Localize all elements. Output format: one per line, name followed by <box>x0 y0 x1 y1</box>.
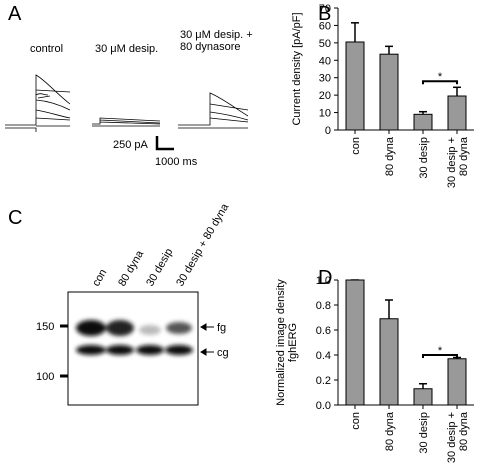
bar <box>379 318 399 406</box>
x-tick-label: 30 desip <box>418 412 430 454</box>
y-tick-label: 40 <box>319 55 331 67</box>
current-traces <box>5 74 249 151</box>
panel-letter: A <box>8 3 22 25</box>
y-tick-label: 30 <box>319 73 331 85</box>
lane-label: 80 dyna <box>116 248 146 289</box>
condition-label: control <box>30 43 63 55</box>
panel-letter: B <box>318 3 331 25</box>
panel-letter: C <box>8 207 22 229</box>
y-tick-label: 50 <box>319 38 331 50</box>
marker-tick <box>60 324 68 378</box>
x-tick-label: con <box>350 137 362 155</box>
x-tick-label: 80 dyna <box>384 136 396 176</box>
condition-label: 30 μM desip. <box>95 43 158 55</box>
x-tick-label: 80 dyna <box>384 411 396 451</box>
bar <box>413 113 433 131</box>
annotation: * <box>438 345 443 357</box>
y-axis-title: Current density [pA/pF] <box>291 12 303 125</box>
scale-label: 1000 ms <box>155 156 198 168</box>
condition-label: 30 μM desip. +80 dynasore <box>180 29 253 53</box>
bar <box>447 95 467 131</box>
marker-label: 150 <box>36 321 54 333</box>
bar <box>379 53 399 131</box>
x-tick-label: 30 desip +80 dyna <box>446 411 470 463</box>
bar <box>447 358 467 406</box>
y-tick-label: 0.2 <box>316 375 331 387</box>
x-tick-label: 30 desip +80 dyna <box>446 136 470 188</box>
y-tick-label: 20 <box>319 90 331 102</box>
lane-label: 30 desip <box>144 246 175 288</box>
bar <box>345 41 365 131</box>
scale-label: 250 pA <box>113 139 149 151</box>
y-tick-label: 10 <box>319 108 331 120</box>
significance-bracket <box>422 80 458 85</box>
y-tick-label: 60 <box>319 20 331 32</box>
x-tick-label: 30 desip <box>418 137 430 179</box>
blot-bands <box>76 320 193 355</box>
lane-label: 30 desip + 80 dyna <box>174 201 231 289</box>
y-tick-label: 1.0 <box>316 275 331 287</box>
band-arrows <box>200 323 214 356</box>
y-tick-label: 0.4 <box>316 350 331 362</box>
panel-letter: D <box>318 267 332 289</box>
x-tick-label: con <box>350 412 362 430</box>
y-tick-label: 0.6 <box>316 325 331 337</box>
band-label: cg <box>217 347 229 359</box>
y-tick-label: 0 <box>325 125 331 137</box>
y-tick-label: 0.0 <box>316 400 331 412</box>
bar <box>413 388 433 406</box>
marker-label: 100 <box>36 371 54 383</box>
annotation: * <box>438 71 443 83</box>
y-tick-label: 0.8 <box>316 300 331 312</box>
lane-label: con <box>90 267 109 288</box>
bar <box>345 279 365 406</box>
y-axis-title: Normalized image densityfghERG <box>275 279 299 406</box>
significance-bracket <box>422 354 458 358</box>
band-label: fg <box>217 322 226 334</box>
y-tick-label: 70 <box>319 3 331 15</box>
